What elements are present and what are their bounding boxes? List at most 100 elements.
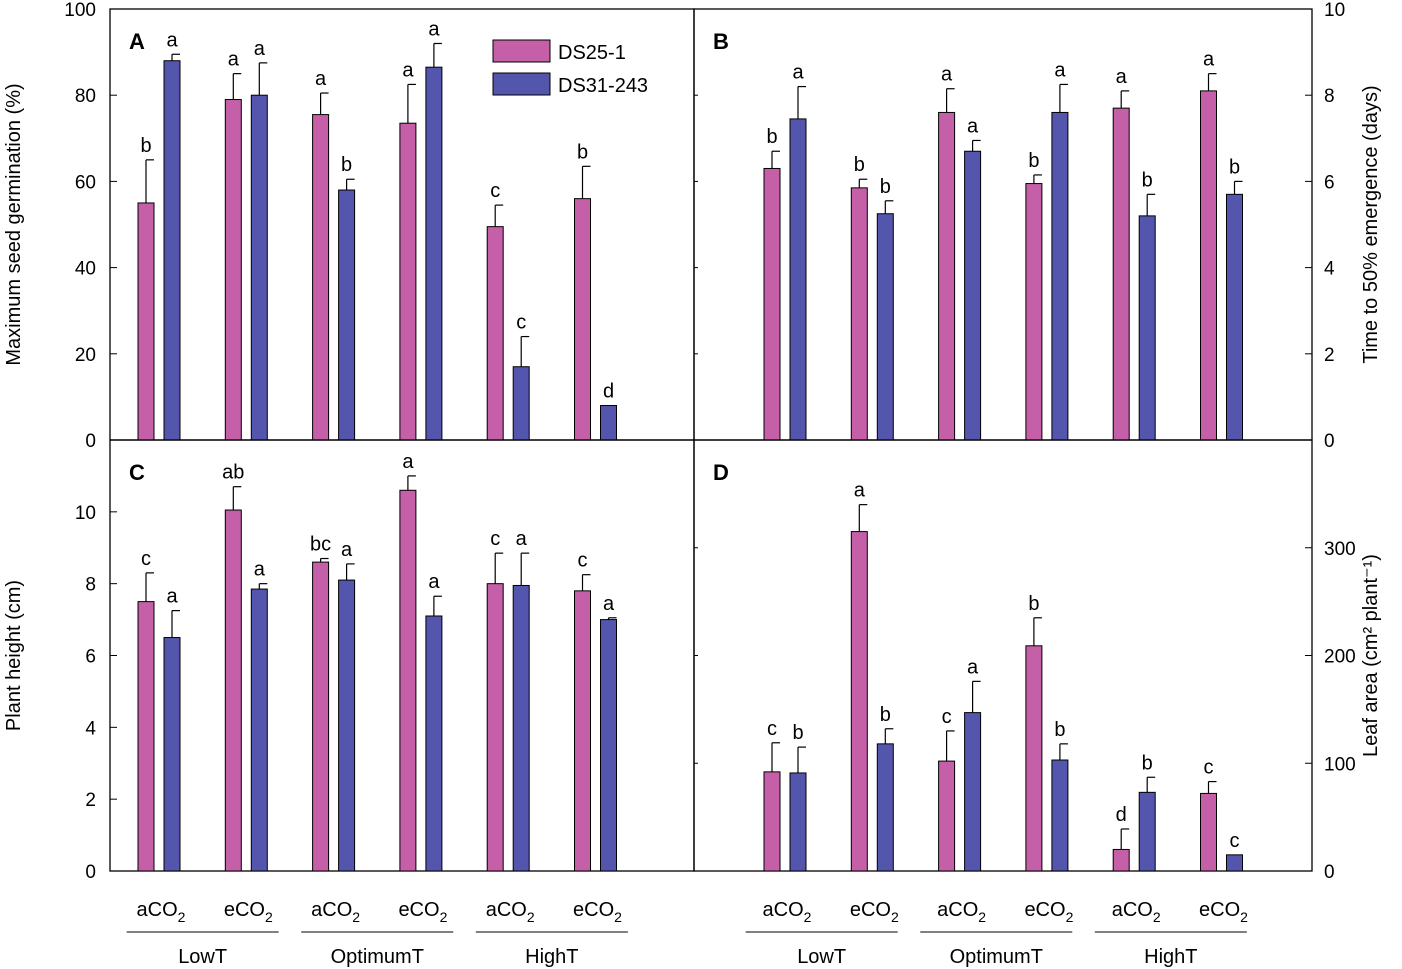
x-tick-label-base: eCO xyxy=(573,899,614,921)
y-tick-label: 100 xyxy=(1324,754,1356,775)
significance-letter: c xyxy=(1230,830,1240,852)
significance-letter: c xyxy=(767,718,777,740)
x-tick-label-base: aCO xyxy=(311,899,352,921)
x-tick-label-base: aCO xyxy=(937,899,978,921)
significance-letter: b xyxy=(766,126,777,148)
bar xyxy=(224,509,242,872)
significance-letter: a xyxy=(792,62,804,84)
y-tick-label: 6 xyxy=(85,647,96,668)
bar xyxy=(512,366,530,441)
bar xyxy=(312,561,330,872)
x-tick-label-base: eCO xyxy=(224,899,265,921)
significance-letter: a xyxy=(402,59,414,81)
significance-letter: a xyxy=(1116,66,1128,88)
bar xyxy=(876,743,894,872)
bar xyxy=(163,60,181,441)
y-tick-label: 8 xyxy=(85,575,96,596)
bar xyxy=(763,771,781,872)
bar xyxy=(224,99,242,441)
x-tick-label: aCO2 xyxy=(1112,899,1161,925)
x-tick-label-subscript: 2 xyxy=(804,909,812,925)
bar xyxy=(1138,215,1156,441)
legend-label: DS31-243 xyxy=(558,75,648,97)
legend-swatch xyxy=(492,72,551,96)
y-tick-label: 0 xyxy=(1324,862,1335,883)
significance-letter: b xyxy=(1028,150,1039,172)
significance-letter: a xyxy=(1203,49,1215,71)
x-tick-label-subscript: 2 xyxy=(352,909,360,925)
y-tick-label: 6 xyxy=(1324,172,1335,193)
bar xyxy=(789,118,807,441)
bar xyxy=(486,226,504,441)
bar xyxy=(1226,193,1243,441)
significance-letter: b xyxy=(1142,169,1153,191)
x-tick-label-subscript: 2 xyxy=(178,909,186,925)
significance-letter: a xyxy=(967,115,979,137)
significance-letter: a xyxy=(166,29,178,51)
significance-letter: a xyxy=(854,480,866,502)
y-tick-label: 10 xyxy=(75,503,96,524)
significance-letter: d xyxy=(603,381,614,403)
y-tick-label: 200 xyxy=(1324,647,1356,668)
bar xyxy=(250,94,268,441)
panel-a: A 0 20 40 60 80 100 Maximum seed germination (%… xyxy=(3,0,695,452)
x-tick-label: aCO2 xyxy=(137,899,186,925)
significance-letter: b xyxy=(341,154,352,176)
significance-letter: b xyxy=(880,704,891,726)
bar xyxy=(850,187,868,441)
significance-letter: a xyxy=(254,38,266,60)
bar xyxy=(964,712,982,872)
bar xyxy=(486,583,504,872)
significance-letter: bc xyxy=(310,534,331,556)
x-tick-label-subscript: 2 xyxy=(527,909,535,925)
x-tick-label-base: aCO xyxy=(486,899,527,921)
bar xyxy=(1025,645,1043,872)
y-tick-label: 2 xyxy=(85,790,96,811)
x-tick-label-subscript: 2 xyxy=(1066,909,1074,925)
y-tick-label: 100 xyxy=(64,0,96,21)
significance-letter: b xyxy=(792,722,803,744)
y-axis-title: Maximum seed germination (%) xyxy=(3,83,25,365)
x-tick-label: eCO2 xyxy=(1024,899,1073,925)
x-tick-label: eCO2 xyxy=(398,899,447,925)
bar xyxy=(1200,90,1217,441)
bar xyxy=(850,531,868,872)
bar xyxy=(1226,854,1243,872)
significance-letter: b xyxy=(577,141,588,163)
x-tick-label-subscript: 2 xyxy=(440,909,448,925)
x-tick-label-subscript: 2 xyxy=(1153,909,1161,925)
group-label: HighT xyxy=(525,946,578,968)
significance-letter: a xyxy=(315,68,327,90)
significance-letter: b xyxy=(880,176,891,198)
group-label: OptimumT xyxy=(331,946,424,968)
significance-letter: a xyxy=(428,18,440,40)
bar xyxy=(876,213,894,441)
bar xyxy=(1025,183,1043,441)
significance-letter: a xyxy=(967,656,979,678)
x-tick-label: aCO2 xyxy=(763,899,812,925)
significance-letter: a xyxy=(1054,59,1066,81)
significance-letter: c xyxy=(490,528,500,550)
significance-letter: a xyxy=(228,49,240,71)
legend-swatch xyxy=(492,39,551,63)
panel-label: D xyxy=(713,460,729,485)
significance-letter: c xyxy=(942,706,952,728)
bar xyxy=(938,111,956,441)
legend-label: DS25-1 xyxy=(558,42,626,64)
group-label: OptimumT xyxy=(950,946,1043,968)
significance-letter: a xyxy=(941,64,953,86)
significance-letter: c xyxy=(490,180,500,202)
panel-label: A xyxy=(129,29,145,54)
bar xyxy=(574,198,591,441)
x-tick-label-subscript: 2 xyxy=(614,909,622,925)
y-axis-title: Leaf area (cm² plant⁻¹) xyxy=(1360,554,1382,757)
x-tick-label: eCO2 xyxy=(1199,899,1248,925)
group-label: HighT xyxy=(1144,946,1197,968)
y-axis-title: Time to 50% emergence (days) xyxy=(1360,85,1382,363)
bar xyxy=(763,167,781,441)
y-tick-label: 10 xyxy=(1324,0,1345,21)
significance-letter: a xyxy=(166,586,178,608)
